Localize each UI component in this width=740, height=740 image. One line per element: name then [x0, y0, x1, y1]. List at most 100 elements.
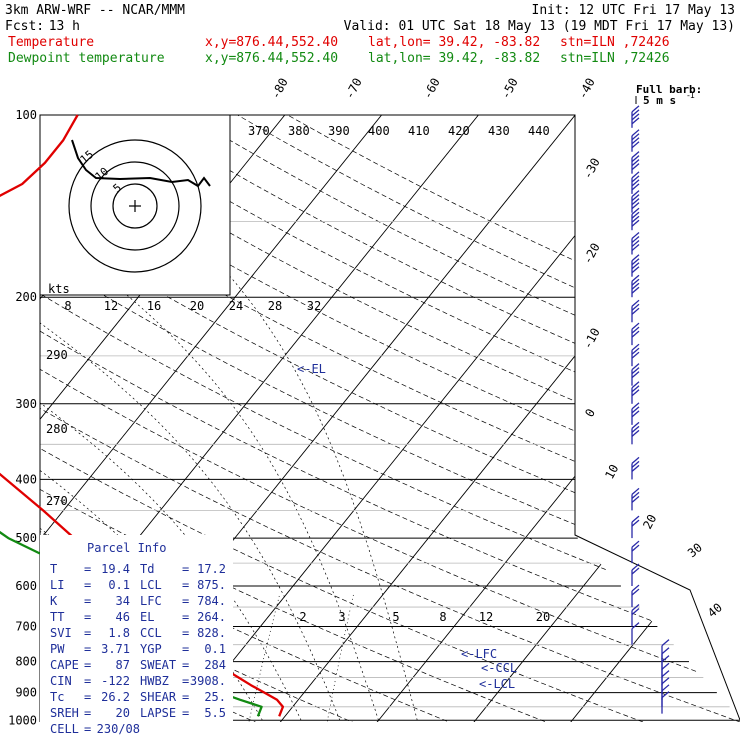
parcel-label: PW — [50, 642, 65, 656]
parcel-equals: = — [84, 562, 91, 576]
parcel-value: 784. — [197, 594, 226, 608]
parcel-value: 34 — [116, 594, 130, 608]
parcel-info-box: Parcel Info T = 19.4 Td = 17.2 LI = 0.1 LCL = 875. K… — [40, 535, 233, 736]
isotherm-line — [174, 115, 673, 722]
theta-tick-label: 430 — [488, 124, 510, 138]
parcel-label: LCL — [140, 578, 162, 592]
theta-tick-label: 380 — [288, 124, 310, 138]
temperature-tick-label: 20 — [640, 512, 659, 531]
level-markers: <-EL <-LFC<-CCL <-LCL — [297, 362, 517, 691]
wind-barb-icon — [631, 456, 640, 480]
full-barb-label: Full barb: — [636, 83, 702, 96]
pressure-tick-label: 700 — [15, 620, 37, 634]
inner-scale-labels: 8 12 16 20 24 28 32 — [64, 299, 321, 313]
parcel-equals: = — [84, 690, 91, 704]
parcel-value: 875. — [197, 578, 226, 592]
wind-barb-icon — [631, 381, 640, 404]
full-barb-exponent: -1 — [687, 91, 695, 100]
parcel-equals: = — [182, 658, 189, 672]
parcel-label: SHEAR — [140, 690, 177, 704]
parcel-equals: = — [182, 674, 189, 688]
parcel-value: 87 — [116, 658, 130, 672]
latlon-red: lat,lon= 39.42, -83.82 — [368, 35, 540, 50]
wind-barb-icon — [631, 421, 640, 445]
parcel-cell-label: CELL — [50, 722, 79, 736]
temperature-tick-label: -60 — [420, 76, 443, 102]
parcel-equals: = — [182, 626, 189, 640]
dry-adiabat-line — [40, 115, 740, 722]
parcel-label: SWEAT — [140, 658, 176, 672]
parcel-value: 0.1 — [204, 642, 226, 656]
parcel-value: 0.1 — [108, 578, 130, 592]
parcel-equals: = — [182, 578, 189, 592]
mixing-ratio-lines — [40, 594, 354, 722]
moist-adiabat-line — [95, 269, 379, 721]
dry-adiabat-line — [237, 115, 740, 722]
parcel-equals: = — [182, 690, 189, 704]
parcel-value: 25. — [204, 690, 226, 704]
parcel-value: 284 — [204, 658, 226, 672]
parcel-equals: = — [84, 626, 91, 640]
parcel-value: 3908. — [190, 674, 226, 688]
temperature-tick-label: -30 — [580, 156, 603, 182]
parcel-label: LI — [50, 578, 64, 592]
level-marker-label: <-CCL — [481, 661, 517, 675]
pressure-tick-label: 800 — [15, 655, 37, 669]
parcel-label: SVI — [50, 626, 72, 640]
dry-adiabat-label: 270 — [46, 494, 68, 508]
parcel-equals: = — [84, 610, 91, 624]
parcel-label: CCL — [140, 626, 162, 640]
theta-tick-label: 410 — [408, 124, 430, 138]
parcel-label: CIN — [50, 674, 72, 688]
dry-adiabat-labels: 290 280 270 — [46, 348, 68, 508]
parcel-label: EL — [140, 610, 154, 624]
pressure-tick-label: 900 — [15, 686, 37, 700]
mixing-ratio-label: 12 — [479, 610, 493, 624]
stn-green: stn=ILN ,72426 — [560, 51, 670, 66]
mixing-ratio-label: 2 — [299, 610, 306, 624]
pressure-tick-label: 100 — [15, 108, 37, 122]
level-marker-label: <-LCL — [479, 677, 515, 691]
wind-barb-icon — [631, 363, 640, 386]
moist-adiabat-line — [223, 269, 418, 721]
parcel-value: 5.5 — [204, 706, 226, 720]
parcel-value: 264. — [197, 610, 226, 624]
parcel-cell-value: 230/08 — [97, 722, 140, 736]
theta-labels: 370 380 390 400 410 420 430 440 — [248, 124, 550, 138]
temperature-tick-label: -50 — [498, 76, 521, 102]
dewpoint-legend: Dewpoint temperature — [8, 51, 165, 66]
parcel-label: HWBZ — [140, 674, 169, 688]
theta-tick-label: 400 — [368, 124, 390, 138]
wind-barb-icon — [631, 151, 640, 174]
pressure-tick-label: 1000 — [8, 713, 37, 727]
parcel-equals: = — [84, 578, 91, 592]
temperature-tick-label: 40 — [705, 600, 725, 620]
hodograph-ring — [90, 161, 180, 251]
parcel-equals: = — [182, 706, 189, 720]
inner-scale-label: 28 — [268, 299, 282, 313]
wind-barb-icon — [631, 231, 640, 255]
mixing-ratio-label: 20 — [536, 610, 550, 624]
wind-barbs — [631, 105, 670, 714]
parcel-value: 1.8 — [108, 626, 130, 640]
parcel-value: 828. — [197, 626, 226, 640]
wind-barb-icon — [661, 691, 670, 714]
inner-scale-label: 20 — [190, 299, 204, 313]
theta-tick-label: 440 — [528, 124, 550, 138]
parcel-value: 17.2 — [197, 562, 226, 576]
isotherm-line — [271, 115, 740, 722]
wind-barb-icon — [661, 684, 670, 707]
dry-adiabat-label: 290 — [46, 348, 68, 362]
parcel-label: SREH — [50, 706, 79, 720]
hodograph-trace-line — [71, 139, 211, 188]
level-marker-label: <-EL — [297, 362, 326, 376]
theta-tick-label: 420 — [448, 124, 470, 138]
wind-barb-icon — [631, 299, 640, 323]
parcel-label: LAPSE — [140, 706, 176, 720]
dry-adiabat-line — [40, 115, 674, 722]
moist-adiabat-line — [40, 269, 341, 721]
model-title: 3km ARW-WRF -- NCAR/MMM — [5, 3, 185, 18]
wind-barb-icon — [631, 487, 640, 511]
parcel-label: K — [50, 594, 58, 608]
